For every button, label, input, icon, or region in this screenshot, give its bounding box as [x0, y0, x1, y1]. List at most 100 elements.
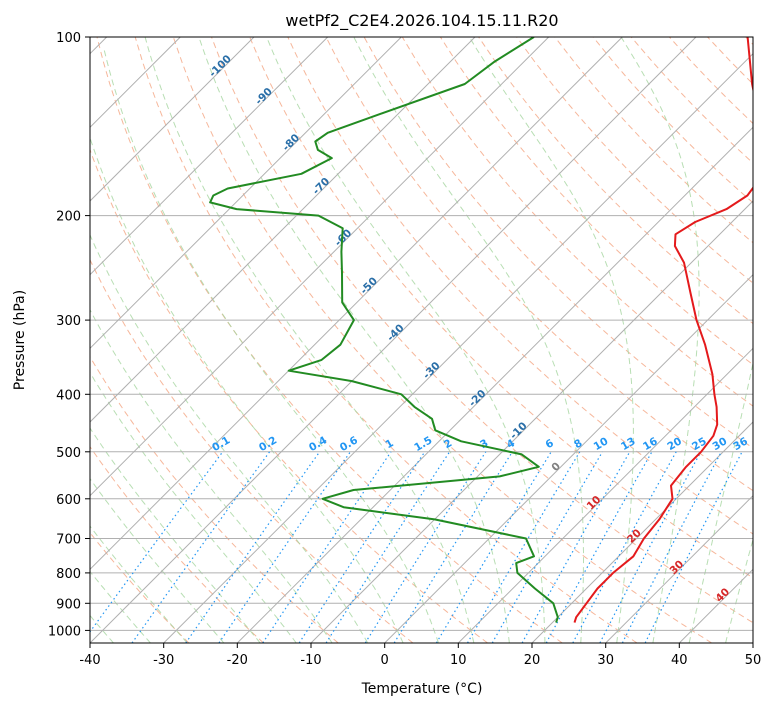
x-axis-title: Temperature (°C): [361, 681, 483, 697]
isotherm-gridline: [384, 273, 753, 643]
mixing-ratio-line: [644, 451, 743, 643]
moist-adiabat: [90, 477, 225, 643]
moist-adiabat: [90, 371, 297, 643]
mixing-ratio-label: 30: [711, 435, 730, 453]
y-tick-label: 800: [56, 567, 81, 582]
mixing-ratio-label: 0.2: [257, 434, 279, 454]
isotherm-gridline: [90, 37, 476, 423]
y-tick-label: 200: [56, 210, 81, 225]
isotherm-gridline: [90, 37, 697, 643]
mixing-ratio-line: [325, 451, 451, 643]
x-tick-label: 50: [745, 653, 762, 668]
isotherm-gridline: [605, 494, 753, 643]
y-tick-label: 300: [56, 314, 81, 329]
moist-adiabat: [90, 308, 333, 643]
y-tick-label: 600: [56, 493, 81, 508]
isotherm-label: -80: [280, 132, 302, 154]
x-tick-label: -20: [227, 653, 248, 668]
isotherm-label: -30: [421, 360, 443, 382]
mixing-ratio-label: 6: [544, 437, 556, 451]
moist-adiabat: [90, 427, 261, 643]
mixing-ratio-label: 36: [731, 435, 750, 453]
isotherm-gridline: [90, 37, 402, 350]
profile-lines: [209, 37, 753, 623]
moist-adiabat: [198, 37, 510, 643]
isotherm-gridline: [90, 37, 255, 202]
isotherm-gridline: [752, 642, 753, 643]
x-tick-label: 40: [671, 653, 688, 668]
y-tick-label: 500: [56, 446, 81, 461]
mixing-ratio-line: [466, 451, 581, 643]
dry-adiabat: [554, 37, 753, 244]
mixing-ratio-line: [90, 451, 224, 633]
moist-adiabat: [620, 37, 700, 643]
mixing-ratio-label: 2: [442, 437, 454, 451]
dry-adiabat: [287, 37, 753, 535]
moist-adiabat: [90, 233, 369, 643]
moist-adiabat: [725, 537, 753, 643]
dry-adiabat: [325, 37, 753, 492]
isotherm-gridline: [90, 37, 623, 571]
moist-adiabat: [103, 49, 439, 643]
mixing-ratio-line: [572, 451, 677, 643]
isotherm-label: -50: [358, 275, 380, 297]
chart-title: wetPf2_C2E4.2026.104.15.11.R20: [285, 11, 558, 31]
warm-isotherm-label: 40: [713, 586, 732, 605]
mixing-ratio-label: 8: [572, 437, 584, 451]
isotherm-label: -20: [467, 388, 489, 410]
mixing-ratio-line: [262, 451, 392, 643]
moist-adiabat: [353, 37, 584, 643]
temperature-line: [573, 37, 753, 623]
dry-adiabat: [669, 37, 753, 125]
dry-adiabat: [96, 37, 563, 643]
mixing-ratio-label: 3: [478, 437, 490, 451]
mixing-ratio-line: [185, 451, 321, 643]
dry-adiabat: [90, 355, 339, 643]
dry-adiabat: [172, 37, 712, 643]
y-tick-label: 900: [56, 597, 81, 612]
isotherm-gridline: [236, 126, 753, 643]
y-tick-label: 100: [56, 31, 81, 46]
x-tick-label: -30: [153, 653, 174, 668]
moist-adiabat: [688, 360, 753, 643]
x-tick-label: 20: [524, 653, 541, 668]
isotherm-label: -70: [310, 175, 332, 197]
mixing-ratio-label: 16: [641, 435, 660, 453]
mixing-ratio-line: [218, 451, 351, 643]
dry-adiabat: [249, 37, 753, 579]
y-axis-title: Pressure (hPa): [12, 290, 28, 390]
moist-adiabat: [144, 37, 475, 643]
isotherm-gridline: [90, 37, 329, 276]
mixing-ratio-line: [131, 451, 271, 643]
moist-adiabat: [468, 37, 634, 643]
moist-adiabat: [266, 37, 546, 643]
dry-adiabat: [90, 148, 488, 643]
axes: -40 -30 -20 -10 0 10 20 30 40 5010020030040050060…: [48, 31, 761, 668]
x-tick-label: -10: [300, 653, 321, 668]
mixing-ratio-line: [435, 451, 552, 643]
isotherm-gridline: [678, 568, 753, 643]
x-tick-label: 0: [381, 653, 389, 668]
background-lines: [90, 37, 753, 643]
dewpoint-line: [209, 37, 559, 623]
dry-adiabat: [516, 37, 753, 284]
plot-frame: [89, 36, 754, 644]
x-tick-label: -40: [79, 653, 100, 668]
mixing-ratio-line: [599, 451, 702, 643]
mixing-ratio-line: [298, 451, 426, 643]
isotherm-label: -100: [207, 53, 234, 80]
dry-adiabat: [592, 37, 753, 204]
mixing-ratio-label: 10: [592, 435, 611, 453]
y-tick-label: 700: [56, 533, 81, 548]
dry-adiabat: [90, 531, 190, 643]
x-tick-label: 30: [597, 653, 614, 668]
isotherm-gridline: [457, 347, 753, 643]
dry-adiabat: [90, 258, 414, 643]
dry-adiabat: [707, 37, 753, 85]
isotherm-gridline: [531, 421, 753, 643]
isotherm-gridline: [310, 200, 753, 643]
dry-adiabat: [439, 37, 753, 366]
moist-adiabat: [90, 136, 404, 643]
dry-adiabat: [211, 37, 753, 624]
